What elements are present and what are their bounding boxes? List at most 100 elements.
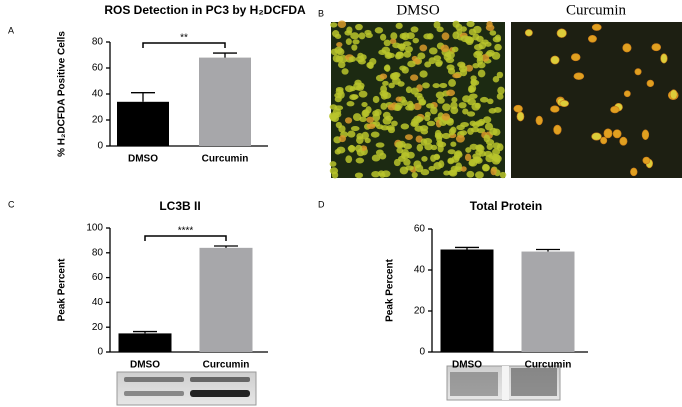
cell <box>424 143 433 151</box>
cell <box>646 79 655 88</box>
cell <box>452 73 461 79</box>
cell <box>393 158 401 167</box>
y-tick-label: 0 <box>97 347 103 358</box>
cell <box>447 158 455 165</box>
cell <box>591 23 602 31</box>
cell <box>483 134 491 143</box>
cell <box>455 23 463 31</box>
cell <box>419 44 428 52</box>
cell <box>430 106 438 115</box>
y-tick-label: 20 <box>414 306 426 317</box>
cell <box>437 141 447 148</box>
cell <box>556 28 567 38</box>
cell <box>490 167 497 176</box>
cell <box>375 142 385 148</box>
cell <box>466 20 475 28</box>
y-axis-label: Peak Percent <box>385 258 396 321</box>
cell <box>492 148 501 156</box>
y-tick-label: 60 <box>92 272 104 283</box>
cell <box>341 68 349 75</box>
cell <box>405 86 412 94</box>
cell <box>610 106 620 114</box>
cell <box>337 20 347 29</box>
cell <box>391 120 398 127</box>
cell <box>619 136 628 146</box>
cell <box>464 153 472 162</box>
cell <box>410 74 419 81</box>
cell <box>387 104 396 111</box>
cell <box>380 33 387 41</box>
cell <box>394 104 402 112</box>
cell <box>446 89 456 97</box>
chart-title: Total Protein <box>470 199 542 213</box>
cell <box>524 29 533 37</box>
cell <box>469 120 477 127</box>
x-tick-label: Curcumin <box>203 360 250 371</box>
cell <box>484 41 492 47</box>
cell <box>441 113 451 121</box>
cell <box>458 102 467 109</box>
cell <box>413 102 422 111</box>
cell <box>458 65 468 73</box>
cell <box>470 127 480 133</box>
cell <box>441 132 451 140</box>
cell <box>487 98 494 105</box>
cell <box>379 90 389 97</box>
cell <box>433 162 442 170</box>
cell <box>434 129 442 138</box>
x-tick-label: DMSO <box>128 154 158 165</box>
cell <box>336 146 346 154</box>
cell <box>426 103 435 109</box>
cell <box>466 170 475 178</box>
y-axis-label: % H₂DCFDA Positive Cells <box>57 31 68 157</box>
western-blot <box>116 365 561 406</box>
cell <box>354 172 364 179</box>
error-bar <box>133 330 157 334</box>
error-bar <box>214 245 238 248</box>
cell <box>486 49 495 57</box>
cell <box>496 71 504 79</box>
blot-gap <box>502 366 509 400</box>
cell <box>479 96 489 103</box>
blot-band <box>190 390 250 397</box>
bar <box>118 333 172 352</box>
cell <box>345 155 353 164</box>
cell <box>350 125 360 132</box>
cell <box>403 143 413 150</box>
cell <box>411 171 418 179</box>
cell <box>387 126 396 134</box>
cell <box>346 26 353 34</box>
cell <box>442 103 451 112</box>
cell <box>467 98 476 106</box>
cell <box>420 138 428 146</box>
y-tick-label: 20 <box>92 322 104 333</box>
cell <box>535 115 543 126</box>
cell <box>469 143 478 150</box>
cell <box>348 56 357 63</box>
cell <box>389 38 397 45</box>
cell <box>395 141 404 149</box>
cell <box>349 94 358 101</box>
cell <box>355 157 365 164</box>
cell <box>374 109 382 117</box>
cell <box>630 167 638 177</box>
blot-band <box>190 377 250 382</box>
cell <box>399 65 407 71</box>
cell <box>603 128 613 139</box>
cell <box>366 62 374 69</box>
cell <box>410 26 419 33</box>
cell <box>459 130 468 136</box>
cell <box>450 141 457 147</box>
cell <box>401 148 409 157</box>
cell <box>395 22 403 29</box>
panel-label: C <box>8 199 15 209</box>
cell <box>364 137 371 144</box>
cell <box>358 32 366 40</box>
cell <box>335 121 342 129</box>
cell <box>331 115 340 122</box>
bar <box>521 251 575 352</box>
cell <box>475 171 484 179</box>
image-label: DMSO <box>396 2 440 18</box>
cell <box>642 156 651 165</box>
cell <box>329 104 338 110</box>
